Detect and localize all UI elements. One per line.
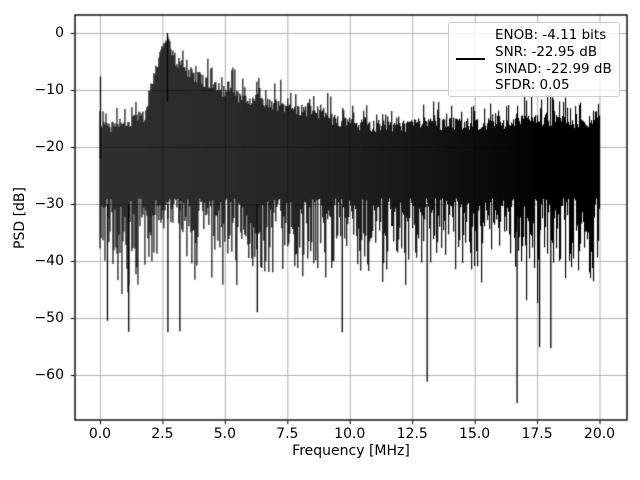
x-tick-label: 17.5 — [521, 426, 553, 442]
x-axis-label: Frequency [MHz] — [292, 443, 410, 459]
legend-enob-value: ENOB: -4.11 bits — [495, 27, 607, 43]
x-tick-label: 2.5 — [151, 426, 174, 442]
y-tick-label: −20 — [34, 139, 64, 156]
legend-sinad-value: SINAD: -22.99 dB — [495, 60, 612, 77]
y-tick-label: −10 — [34, 82, 64, 99]
x-tick-label: 7.5 — [276, 426, 299, 442]
y-tick-label: −40 — [34, 253, 64, 270]
legend-sfdr-value: SFDR: 0.05 — [495, 77, 570, 94]
legend-line-sample-icon — [456, 58, 485, 60]
legend-text: ENOB: -4.11 bits SNR: -22.95 dB SINAD: -… — [495, 27, 612, 94]
x-tick-label: 12.5 — [396, 426, 428, 442]
x-tick-label: 20.0 — [583, 426, 616, 442]
y-tick-label: −30 — [34, 196, 64, 213]
x-tick-label: 5.0 — [213, 426, 236, 442]
x-tick-label: 10.0 — [334, 426, 366, 442]
y-tick-label: −60 — [34, 367, 64, 383]
x-tick-label: 15.0 — [459, 426, 491, 442]
y-tick-label: 0 — [55, 25, 64, 42]
x-tick-label: 0.0 — [88, 426, 112, 442]
y-tick-label: −50 — [34, 310, 64, 327]
legend: ENOB: -4.11 bits SNR: -22.95 dB SINAD: -… — [448, 22, 620, 97]
legend-snr-value: SNR: -22.95 dB — [495, 43, 598, 60]
y-axis-label: PSD [dB] — [12, 186, 28, 249]
